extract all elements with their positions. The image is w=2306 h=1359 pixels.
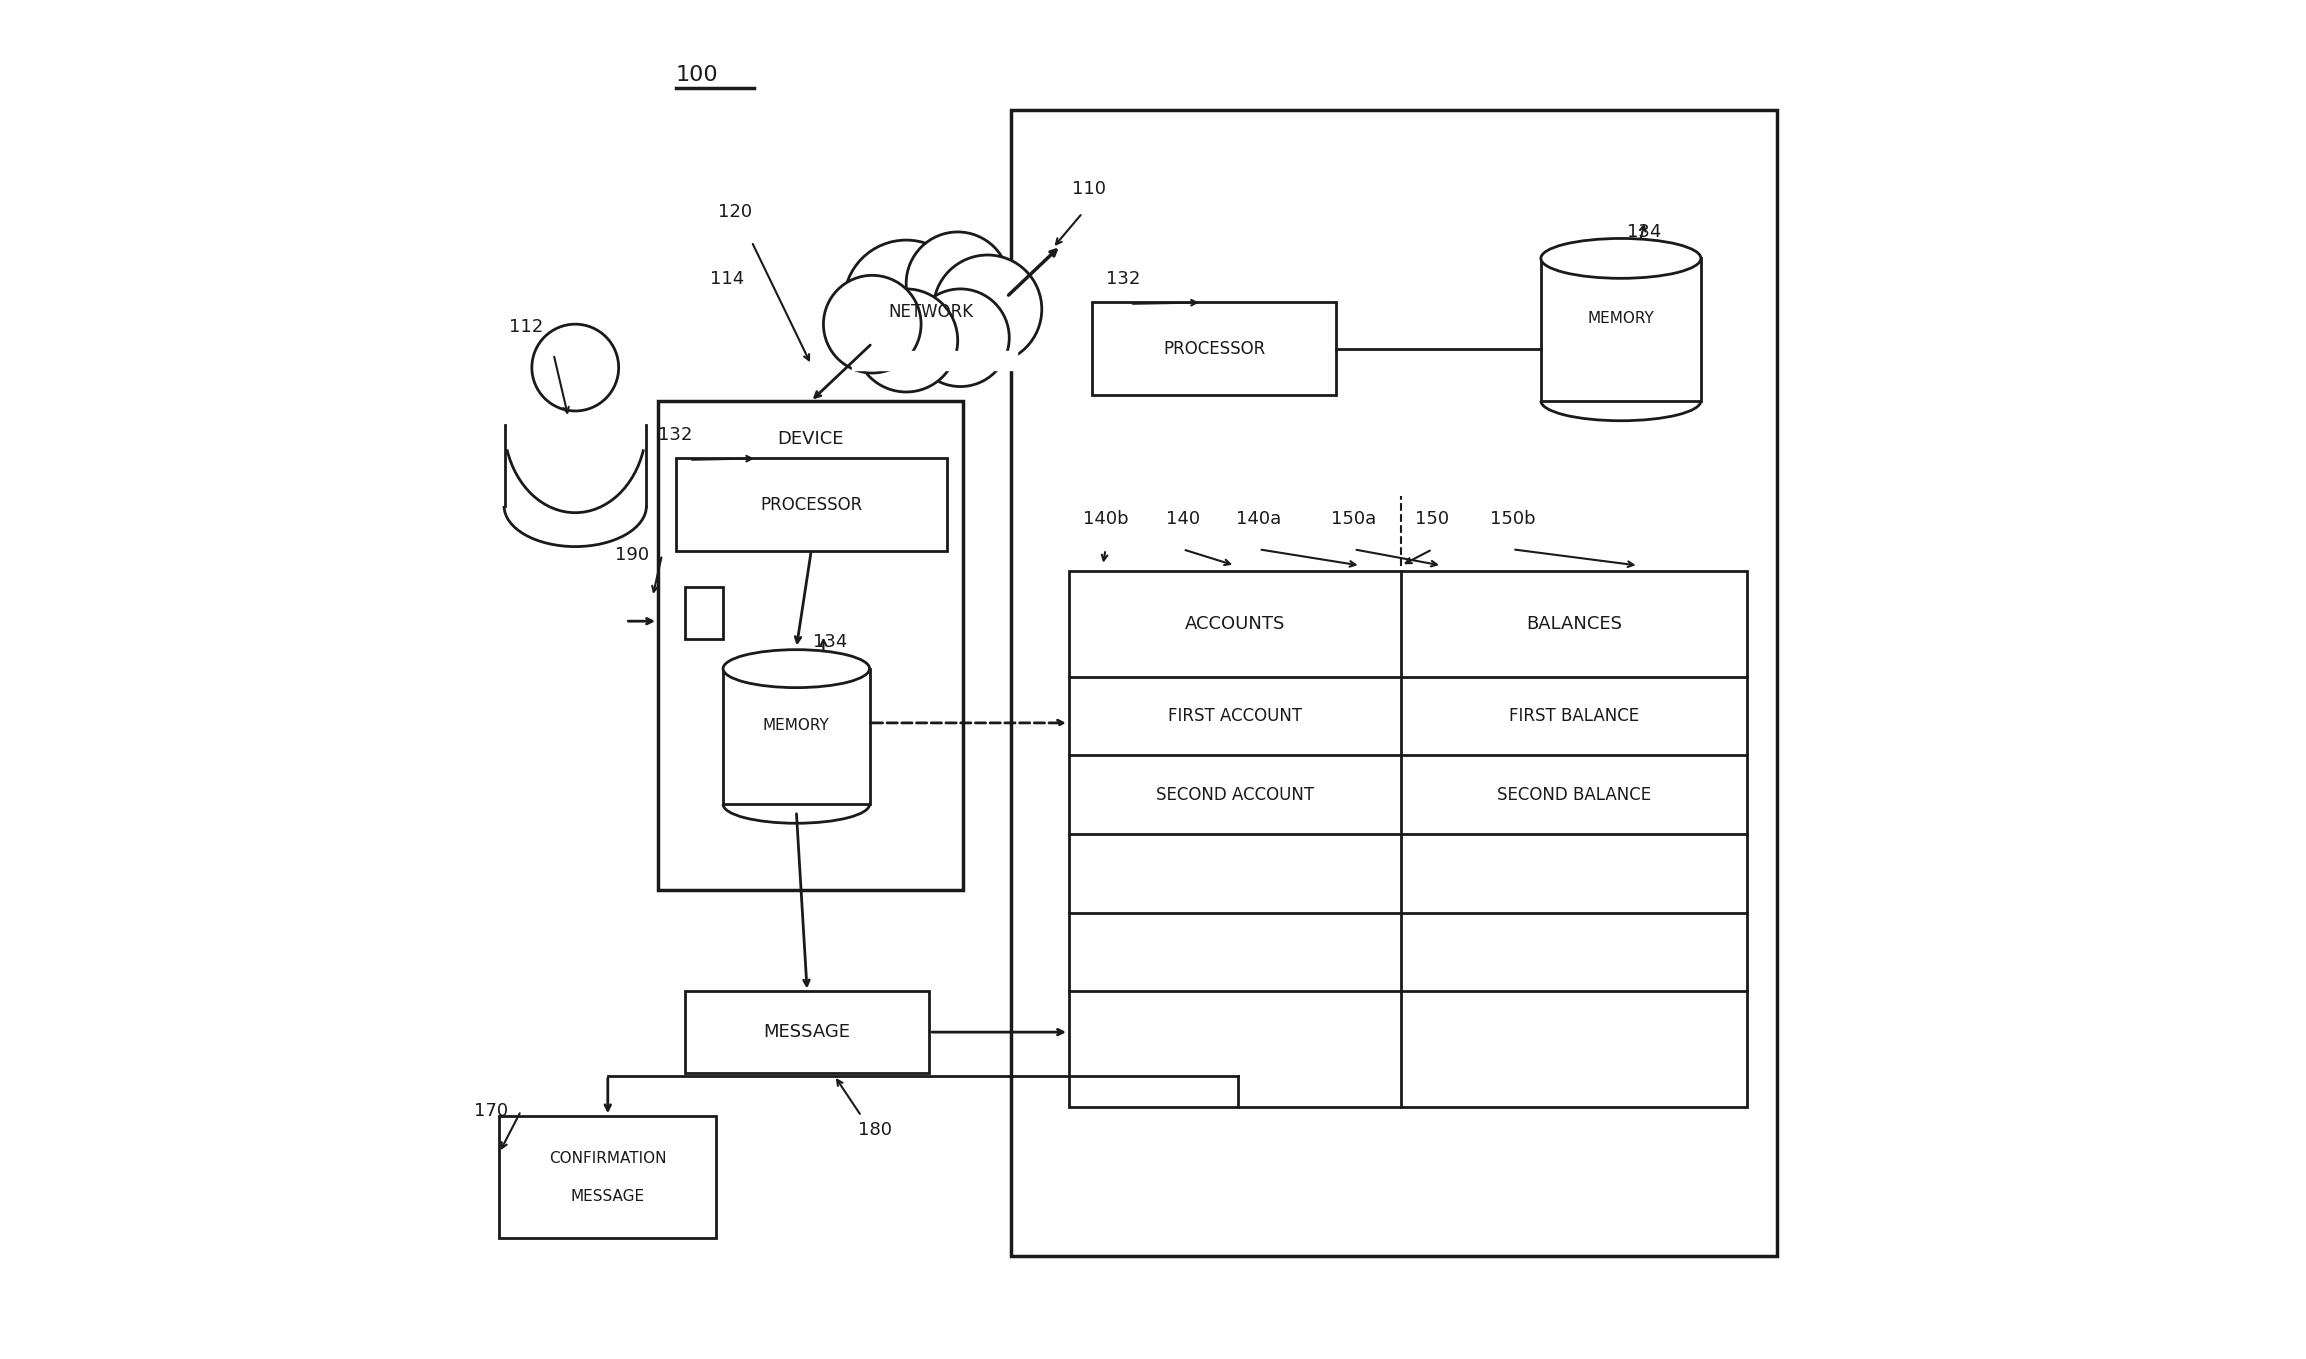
Text: BALANCES: BALANCES bbox=[1527, 614, 1621, 633]
Text: ACCOUNTS: ACCOUNTS bbox=[1185, 614, 1284, 633]
FancyBboxPatch shape bbox=[676, 458, 948, 550]
Ellipse shape bbox=[1540, 238, 1702, 279]
Text: MEMORY: MEMORY bbox=[1587, 311, 1653, 326]
Text: 140b: 140b bbox=[1084, 511, 1128, 529]
Text: 190: 190 bbox=[616, 546, 650, 564]
Text: MEMORY: MEMORY bbox=[763, 718, 830, 733]
Text: 132: 132 bbox=[660, 427, 692, 444]
Circle shape bbox=[934, 255, 1042, 363]
Circle shape bbox=[844, 241, 969, 364]
Text: 170: 170 bbox=[475, 1102, 507, 1120]
FancyBboxPatch shape bbox=[685, 587, 724, 639]
Text: FIRST BALANCE: FIRST BALANCE bbox=[1508, 707, 1640, 726]
FancyBboxPatch shape bbox=[500, 1116, 717, 1238]
FancyBboxPatch shape bbox=[1070, 571, 1748, 1106]
Text: PROCESSOR: PROCESSOR bbox=[761, 496, 862, 514]
FancyBboxPatch shape bbox=[1010, 110, 1778, 1256]
Ellipse shape bbox=[724, 650, 869, 688]
Text: SECOND BALANCE: SECOND BALANCE bbox=[1497, 786, 1651, 803]
FancyBboxPatch shape bbox=[685, 992, 929, 1072]
Text: FIRST ACCOUNT: FIRST ACCOUNT bbox=[1167, 707, 1303, 726]
Text: 150b: 150b bbox=[1490, 511, 1536, 529]
Text: 112: 112 bbox=[510, 318, 544, 336]
Text: NETWORK: NETWORK bbox=[888, 303, 973, 321]
Text: CONFIRMATION: CONFIRMATION bbox=[549, 1151, 666, 1166]
Text: 100: 100 bbox=[676, 65, 717, 86]
Text: 180: 180 bbox=[858, 1121, 892, 1139]
Text: DEVICE: DEVICE bbox=[777, 431, 844, 448]
Bar bbox=[724, 669, 869, 805]
Text: 150a: 150a bbox=[1331, 511, 1377, 529]
Circle shape bbox=[911, 289, 1010, 386]
Text: 140a: 140a bbox=[1236, 511, 1282, 529]
Text: 134: 134 bbox=[1626, 223, 1660, 241]
FancyBboxPatch shape bbox=[1093, 303, 1335, 394]
Text: SECOND ACCOUNT: SECOND ACCOUNT bbox=[1155, 786, 1314, 803]
Text: MESSAGE: MESSAGE bbox=[572, 1189, 646, 1204]
Circle shape bbox=[823, 276, 920, 372]
Text: 134: 134 bbox=[814, 632, 846, 651]
Bar bbox=[1540, 258, 1702, 401]
Circle shape bbox=[906, 232, 1010, 336]
Text: MESSAGE: MESSAGE bbox=[763, 1023, 851, 1041]
Text: 140: 140 bbox=[1167, 511, 1199, 529]
Text: 114: 114 bbox=[710, 270, 745, 288]
Text: PROCESSOR: PROCESSOR bbox=[1162, 340, 1266, 357]
Text: 120: 120 bbox=[717, 202, 752, 220]
Circle shape bbox=[856, 289, 957, 391]
Text: 110: 110 bbox=[1072, 179, 1107, 197]
FancyBboxPatch shape bbox=[657, 401, 964, 890]
Text: 132: 132 bbox=[1107, 270, 1141, 288]
Text: 150: 150 bbox=[1416, 511, 1450, 529]
